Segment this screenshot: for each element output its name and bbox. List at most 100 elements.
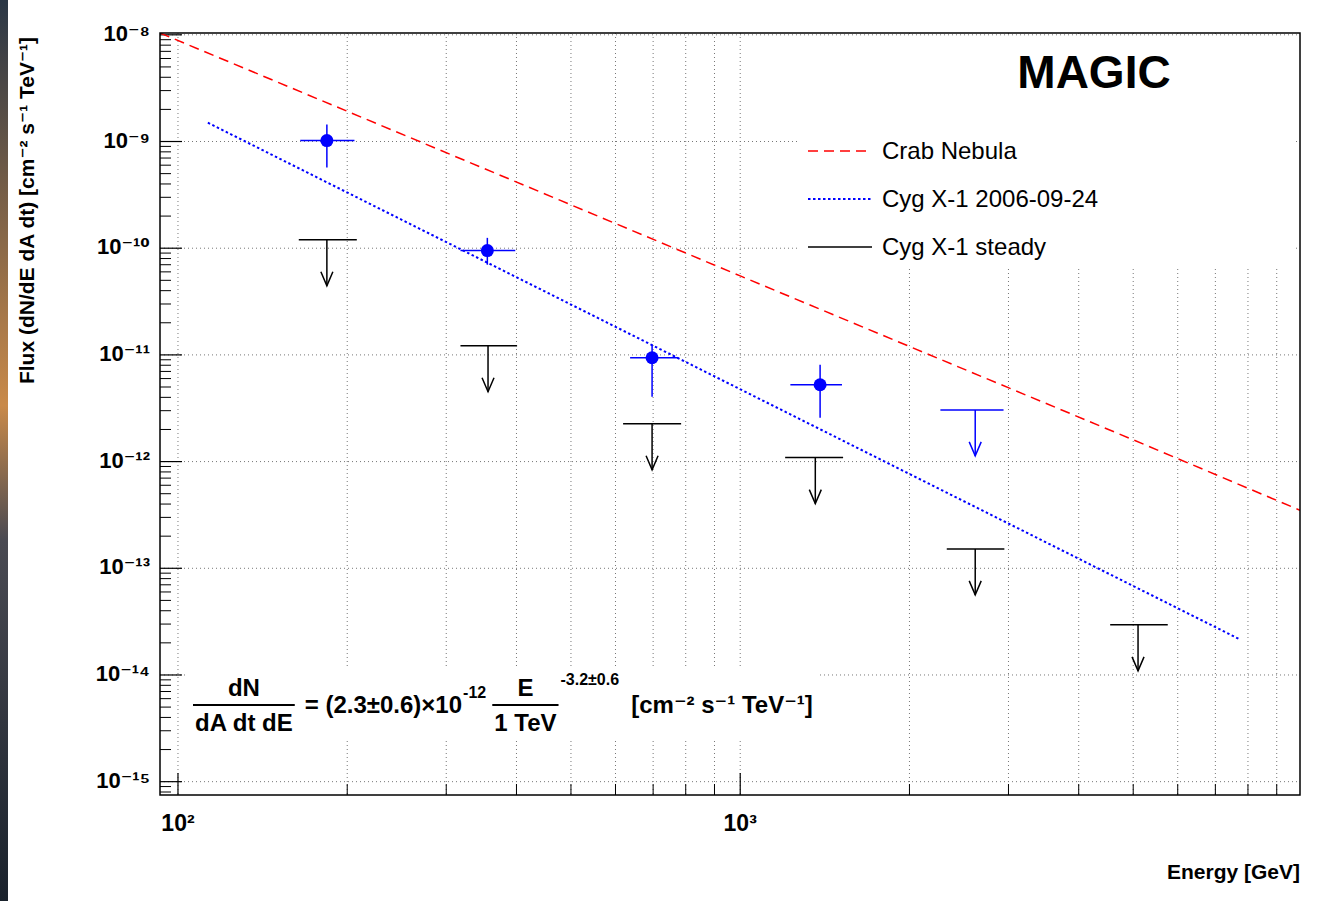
fraction-bar — [193, 704, 295, 706]
minor-tick — [160, 584, 171, 585]
minor-tick — [160, 679, 171, 680]
minor-tick — [160, 730, 171, 731]
tick — [160, 354, 182, 355]
minor-tick — [160, 717, 171, 718]
upper-limit-bar — [460, 345, 517, 347]
series-line — [208, 123, 1241, 640]
minor-tick — [160, 471, 171, 472]
photo-strip — [0, 0, 8, 901]
minor-tick — [160, 359, 171, 360]
tick — [160, 248, 182, 249]
minor-tick — [653, 784, 654, 795]
x-tick-label: 10² — [161, 810, 195, 836]
minor-tick — [160, 151, 171, 152]
tick — [160, 141, 182, 142]
minor-tick — [347, 784, 348, 795]
minor-tick — [160, 371, 171, 372]
minor-tick — [160, 642, 171, 643]
annotation-text: -3.2±0.6 — [561, 671, 620, 688]
tick — [160, 781, 182, 782]
minor-tick — [160, 591, 171, 592]
chart-title: MAGIC — [1017, 46, 1170, 98]
minor-tick — [160, 478, 171, 479]
minor-tick — [160, 707, 171, 708]
upper-limit-arrow — [974, 410, 976, 456]
annotation-text: -12 — [463, 684, 486, 701]
upper-limit-bar — [299, 239, 357, 241]
minor-tick — [1215, 784, 1216, 795]
minor-tick — [160, 685, 171, 686]
minor-tick — [160, 698, 171, 699]
minor-tick — [160, 290, 171, 291]
annotation: dNdA dt dE= (2.3±0.6)×10-12E1 TeV-3.2±0.… — [193, 671, 813, 736]
minor-tick — [909, 784, 910, 795]
minor-tick — [160, 183, 171, 184]
upper-limit-arrowhead — [482, 378, 494, 392]
legend-swatch — [808, 198, 872, 200]
minor-tick — [160, 792, 171, 793]
annotation-background — [187, 667, 819, 740]
upper-limit-arrowhead — [321, 272, 333, 286]
series-line — [160, 33, 1300, 510]
x-axis-title: Energy [GeV] — [1167, 860, 1300, 883]
upper-limit-arrow — [1137, 625, 1139, 671]
y-tick-label: 10⁻¹² — [99, 448, 150, 473]
minor-tick — [160, 365, 171, 366]
y-tick-label: 10⁻⁸ — [104, 21, 150, 46]
tick — [160, 568, 182, 569]
minor-tick — [160, 600, 171, 601]
grid-line — [177, 33, 178, 795]
minor-tick — [160, 573, 171, 574]
minor-tick — [160, 504, 171, 505]
minor-tick — [160, 429, 171, 430]
minor-tick — [1177, 784, 1178, 795]
minor-tick — [160, 58, 171, 59]
minor-tick — [160, 264, 171, 265]
minor-tick — [1247, 784, 1248, 795]
minor-tick — [160, 197, 171, 198]
y-axis-title: Flux (dN/dE dA dt) [cm⁻² s⁻¹ TeV⁻¹] — [15, 37, 38, 384]
upper-limit-bar — [785, 457, 843, 459]
minor-tick — [615, 784, 616, 795]
upper-limit-arrowhead — [969, 442, 981, 456]
minor-tick — [160, 749, 171, 750]
upper-limit-bar — [1110, 624, 1168, 626]
minor-tick — [1276, 784, 1277, 795]
upper-limit-arrowhead — [646, 456, 658, 470]
annotation-text: = (2.3±0.6)×10 — [305, 691, 462, 718]
minor-tick — [160, 216, 171, 217]
tick — [177, 773, 178, 795]
plot-frame — [160, 33, 1300, 795]
upper-limit-arrowhead — [809, 490, 821, 504]
y-tick-label: 10⁻¹⁴ — [96, 661, 150, 686]
upper-limit-arrow — [487, 346, 489, 392]
minor-tick — [160, 536, 171, 537]
annotation-text: 1 TeV — [494, 709, 556, 736]
upper-limit-arrowhead — [1132, 657, 1144, 671]
tick — [160, 674, 182, 675]
legend-swatch — [808, 150, 872, 152]
upper-limit-arrow — [651, 424, 653, 470]
minor-tick — [160, 410, 171, 411]
annotation-text: E — [517, 674, 533, 701]
minor-tick — [160, 397, 171, 398]
minor-tick — [160, 39, 171, 40]
grid-line — [160, 781, 1300, 782]
minor-tick — [1133, 784, 1134, 795]
annotation-text: [cm⁻² s⁻¹ TeV⁻¹] — [631, 691, 813, 718]
minor-tick — [160, 624, 171, 625]
minor-tick — [160, 77, 171, 78]
minor-tick — [685, 784, 686, 795]
minor-tick — [714, 784, 715, 795]
legend-swatch — [808, 246, 872, 248]
upper-limit-arrow — [974, 549, 976, 595]
y-tick-label: 10⁻¹³ — [99, 554, 150, 579]
tick — [740, 773, 741, 795]
minor-tick — [160, 258, 171, 259]
minor-tick — [160, 578, 171, 579]
y-tick-label: 10⁻⁹ — [103, 128, 150, 153]
background — [0, 0, 1319, 901]
minor-tick — [160, 158, 171, 159]
upper-limit-arrowhead — [969, 581, 981, 595]
minor-tick — [160, 387, 171, 388]
